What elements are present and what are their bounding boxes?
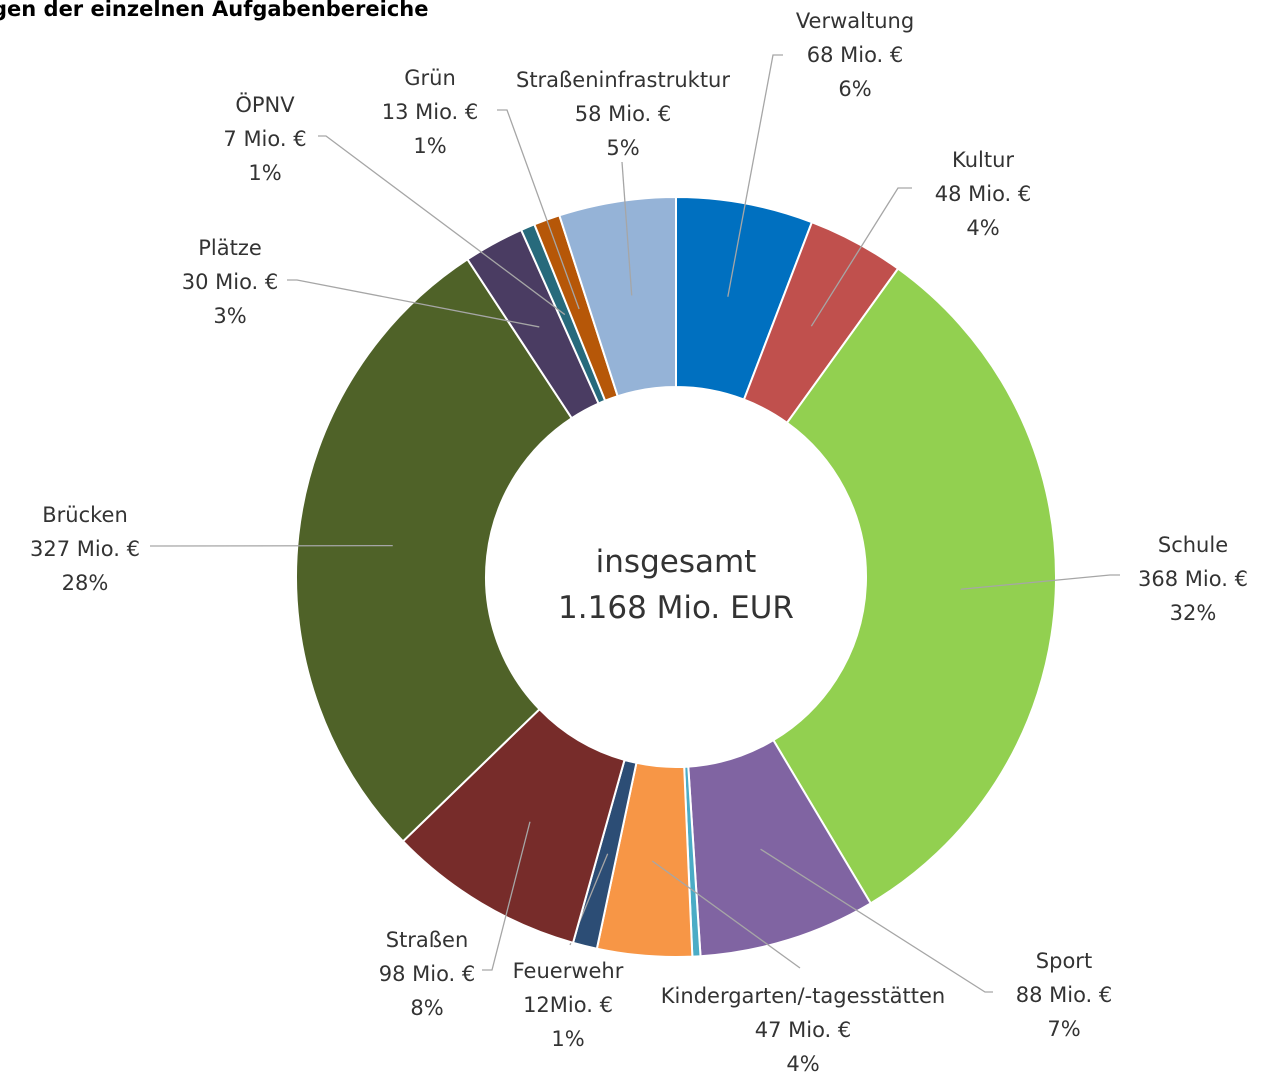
- leader-line: [760, 848, 993, 993]
- leader-line: [482, 821, 531, 971]
- data-label: 28%: [62, 571, 109, 595]
- data-label: 8%: [410, 996, 443, 1020]
- center-text: 1.168 Mio. EUR: [558, 590, 794, 626]
- data-label: 48 Mio. €: [935, 182, 1032, 206]
- data-label: 327 Mio. €: [30, 537, 140, 561]
- leader-line: [960, 574, 1120, 590]
- data-label: 3%: [213, 304, 246, 328]
- data-label: Feuerwehr: [513, 959, 624, 983]
- donut-slice: [771, 267, 1057, 905]
- data-label: 7 Mio. €: [223, 127, 306, 151]
- data-label: Verwaltung: [796, 9, 914, 33]
- data-label: 13 Mio. €: [382, 100, 479, 124]
- data-label: Straßen: [386, 928, 469, 952]
- data-label: 7%: [1047, 1017, 1080, 1041]
- data-label: Kindergarten/-tagesstätten: [661, 984, 945, 1008]
- donut-slice: [295, 257, 574, 843]
- data-label: 30 Mio. €: [182, 270, 279, 294]
- data-label: Sport: [1036, 949, 1092, 973]
- data-label: 5%: [606, 136, 639, 160]
- data-label: 88 Mio. €: [1016, 983, 1113, 1007]
- data-label: 47 Mio. €: [755, 1018, 852, 1042]
- data-label: 12Mio. €: [523, 993, 613, 1017]
- data-label: ÖPNV: [235, 92, 295, 117]
- data-label: 68 Mio. €: [807, 43, 904, 67]
- donut-slice: [558, 195, 677, 398]
- data-label: 4%: [966, 216, 999, 240]
- data-label: 32%: [1170, 601, 1217, 625]
- data-label: Kultur: [952, 148, 1014, 172]
- data-label: Grün: [404, 66, 456, 90]
- data-label: 4%: [786, 1052, 819, 1072]
- data-label: 6%: [838, 77, 871, 101]
- data-label: 1%: [413, 134, 446, 158]
- leader-line: [287, 279, 540, 328]
- leader-line: [621, 161, 633, 296]
- data-label: 58 Mio. €: [575, 102, 672, 126]
- data-label: Schule: [1158, 533, 1228, 557]
- data-label: Straßeninfrastruktur: [516, 68, 730, 92]
- data-label: Brücken: [42, 503, 128, 527]
- chart-title: gen der einzelnen Aufgabenbereiche: [0, 0, 428, 21]
- leader-line: [727, 54, 783, 297]
- leader-line: [810, 187, 912, 327]
- leader-line: [651, 860, 801, 969]
- data-label: 1%: [551, 1027, 584, 1051]
- data-label: 1%: [248, 161, 281, 185]
- data-label: Plätze: [198, 236, 262, 260]
- data-label: 98 Mio. €: [379, 962, 476, 986]
- leader-line: [318, 135, 566, 316]
- center-text: insgesamt: [596, 544, 757, 580]
- data-label: 368 Mio. €: [1138, 567, 1248, 591]
- leader-line: [497, 109, 580, 310]
